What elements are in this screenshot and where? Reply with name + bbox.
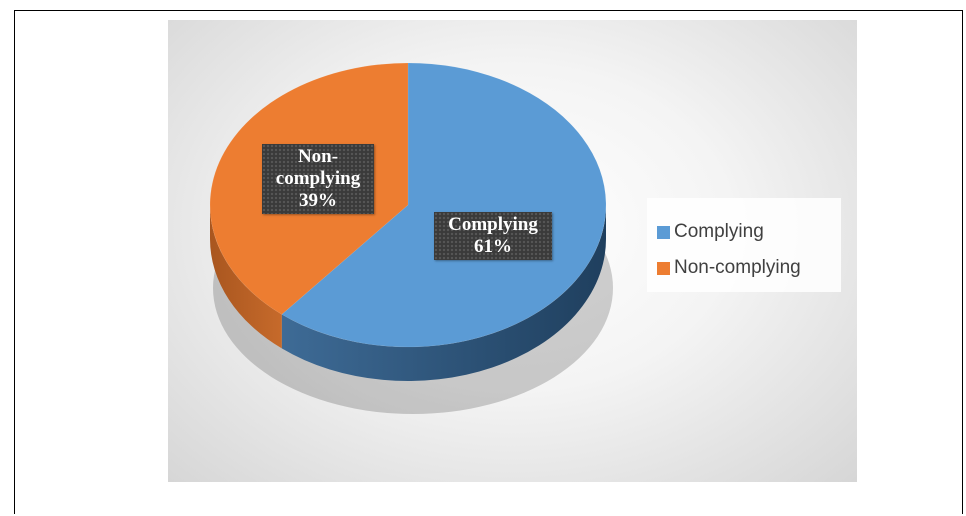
data-label-complying-value: 61%	[474, 236, 512, 257]
data-label-complying: Complying 61%	[434, 212, 552, 260]
legend-label-complying: Complying	[674, 221, 764, 242]
data-label-non-complying: Non-complying 39%	[262, 144, 374, 214]
legend-item-non-complying: Non-complying	[657, 256, 801, 280]
chart-legend: Complying Non-complying	[647, 198, 841, 292]
legend-label-non-complying: Non-complying	[674, 257, 801, 278]
pie-slice-side-complying	[281, 205, 606, 381]
data-label-non-complying-name: Non-complying	[275, 146, 361, 189]
data-label-complying-name: Complying	[448, 214, 538, 235]
legend-item-complying: Complying	[657, 220, 764, 244]
pie-slice-side-non-complying	[210, 205, 282, 349]
legend-swatch-non-complying	[657, 261, 670, 275]
page-frame	[14, 10, 963, 514]
pie-slice-complying	[281, 62, 607, 348]
chart-area: Complying 61% Non-complying 39% Complyin…	[168, 20, 857, 482]
data-label-non-complying-value: 39%	[299, 190, 337, 211]
legend-swatch-complying	[657, 225, 670, 239]
